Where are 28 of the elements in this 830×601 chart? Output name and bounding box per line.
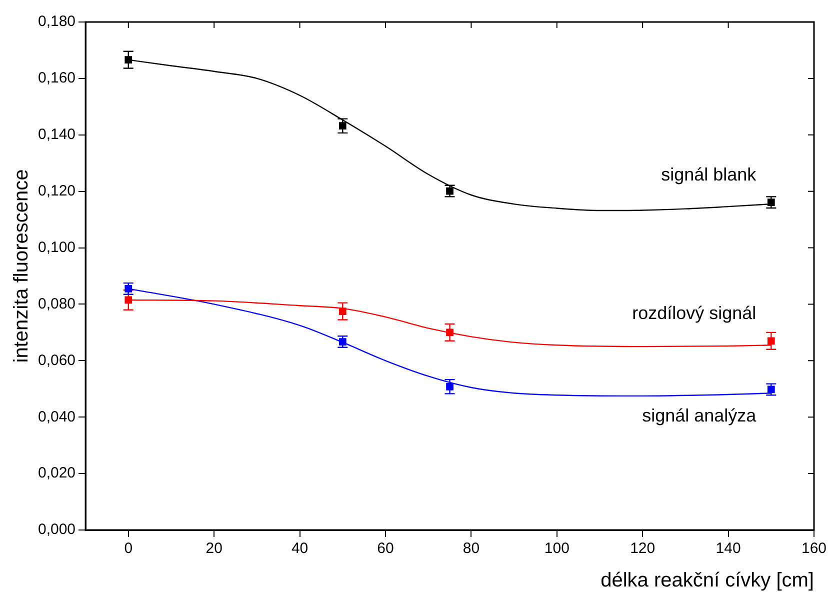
point xyxy=(338,308,346,315)
x-tick-label: 0 xyxy=(124,540,133,558)
y-tick-label: 0,180 xyxy=(38,13,76,30)
y-tick-label: 0,020 xyxy=(38,464,76,482)
point xyxy=(124,296,132,304)
y-tick-label: 0,140 xyxy=(38,126,76,144)
x-tick-label: 140 xyxy=(716,540,741,558)
y-tick-label: 0,060 xyxy=(38,352,76,369)
y-axis-title: intenzita fluorescence xyxy=(10,169,33,363)
point xyxy=(767,337,775,345)
x-tick-label: 100 xyxy=(544,540,570,558)
point xyxy=(446,328,454,336)
y-tick-label: 0,160 xyxy=(38,70,76,87)
x-tick-label: 20 xyxy=(206,540,222,558)
x-tick-label: 120 xyxy=(630,540,656,558)
x-tick-label: 60 xyxy=(377,540,394,558)
x-tick-label: 160 xyxy=(801,540,827,558)
y-tick-label: 0,000 xyxy=(38,521,76,538)
series-label: rozdílový signál xyxy=(632,302,756,323)
series-label: signál blank xyxy=(661,164,758,184)
x-tick-label: 40 xyxy=(291,540,308,558)
x-tick-label: 80 xyxy=(462,540,480,558)
y-tick-label: 0,120 xyxy=(38,182,76,200)
y-tick-label: 0,080 xyxy=(38,295,76,312)
series-label: signál analýza xyxy=(642,405,758,426)
x-axis-title: délka reakční cívky [cm] xyxy=(600,570,814,592)
y-tick-label: 0,100 xyxy=(38,238,76,256)
y-tick-label: 0,040 xyxy=(38,408,76,426)
